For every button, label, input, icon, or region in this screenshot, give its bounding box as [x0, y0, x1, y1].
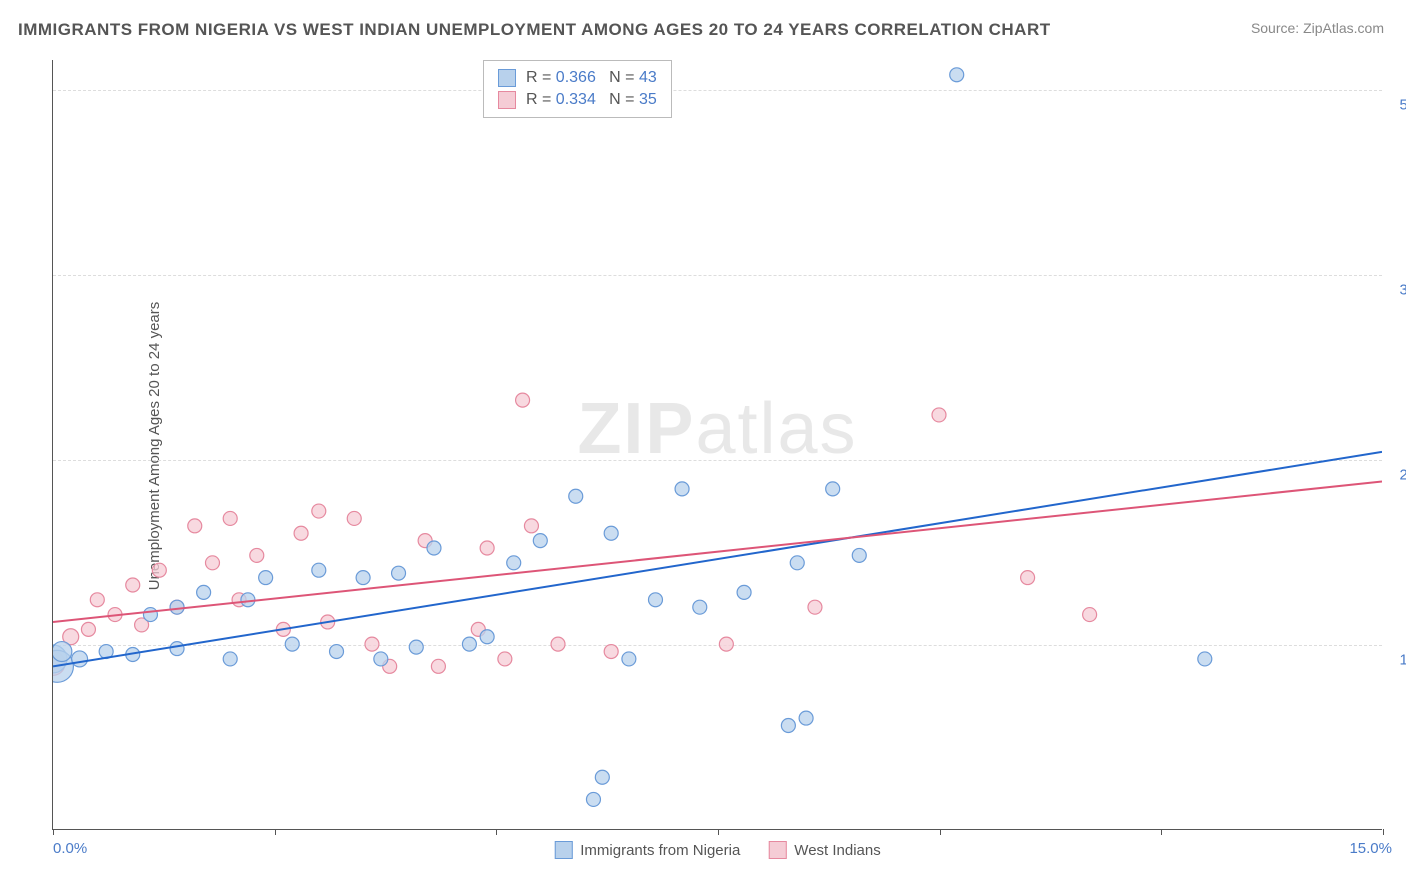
- data-point: [604, 526, 618, 540]
- data-point: [480, 541, 494, 555]
- y-tick-label: 12.5%: [1387, 651, 1406, 668]
- data-point: [1198, 652, 1212, 666]
- data-point: [72, 651, 88, 667]
- data-point: [223, 652, 237, 666]
- data-point: [852, 548, 866, 562]
- data-point: [259, 571, 273, 585]
- data-point: [799, 711, 813, 725]
- data-point: [241, 593, 255, 607]
- data-point: [170, 600, 184, 614]
- data-point: [932, 408, 946, 422]
- data-point: [622, 652, 636, 666]
- x-axis-min-label: 0.0%: [53, 840, 87, 857]
- legend-label: West Indians: [794, 842, 880, 859]
- data-point: [170, 642, 184, 656]
- data-point: [427, 541, 441, 555]
- data-point: [569, 489, 583, 503]
- data-point: [675, 482, 689, 496]
- legend-item-nigeria: Immigrants from Nigeria: [554, 841, 740, 859]
- scatter-plot-svg: [53, 60, 1382, 829]
- data-point: [53, 642, 72, 662]
- data-point: [312, 563, 326, 577]
- y-tick-label: 37.5%: [1387, 281, 1406, 298]
- data-point: [143, 608, 157, 622]
- stats-row-nigeria: R = 0.366 N = 43: [498, 67, 657, 89]
- x-axis-max-label: 15.0%: [1349, 840, 1392, 857]
- data-point: [152, 563, 166, 577]
- data-point: [648, 593, 662, 607]
- data-point: [507, 556, 521, 570]
- data-point: [285, 637, 299, 651]
- swatch-nigeria-icon: [498, 69, 516, 87]
- chart-title: IMMIGRANTS FROM NIGERIA VS WEST INDIAN U…: [18, 20, 1051, 40]
- data-point: [223, 511, 237, 525]
- chart-container: IMMIGRANTS FROM NIGERIA VS WEST INDIAN U…: [0, 0, 1406, 892]
- swatch-westindian-icon: [768, 841, 786, 859]
- data-point: [719, 637, 733, 651]
- data-point: [197, 585, 211, 599]
- data-point: [516, 393, 530, 407]
- data-point: [790, 556, 804, 570]
- data-point: [808, 600, 822, 614]
- data-point: [294, 526, 308, 540]
- series-legend: Immigrants from Nigeria West Indians: [554, 841, 880, 859]
- data-point: [356, 571, 370, 585]
- source-attribution: Source: ZipAtlas.com: [1251, 20, 1384, 36]
- data-point: [737, 585, 751, 599]
- data-point: [524, 519, 538, 533]
- swatch-nigeria-icon: [554, 841, 572, 859]
- data-point: [312, 504, 326, 518]
- data-point: [188, 519, 202, 533]
- data-point: [347, 511, 361, 525]
- stats-row-westindian: R = 0.334 N = 35: [498, 89, 657, 111]
- swatch-westindian-icon: [498, 91, 516, 109]
- data-point: [693, 600, 707, 614]
- data-point: [1021, 571, 1035, 585]
- y-tick-label: 25.0%: [1387, 466, 1406, 483]
- data-point: [365, 637, 379, 651]
- plot-area: ZIPatlas R = 0.366 N = 43 R = 0.334 N = …: [52, 60, 1382, 830]
- data-point: [781, 718, 795, 732]
- data-point: [126, 578, 140, 592]
- data-point: [90, 593, 104, 607]
- y-tick-label: 50.0%: [1387, 96, 1406, 113]
- data-point: [586, 792, 600, 806]
- data-point: [330, 645, 344, 659]
- data-point: [250, 548, 264, 562]
- data-point: [480, 630, 494, 644]
- data-point: [431, 659, 445, 673]
- data-point: [392, 566, 406, 580]
- data-point: [409, 640, 423, 654]
- stats-legend: R = 0.366 N = 43 R = 0.334 N = 35: [483, 60, 672, 118]
- data-point: [595, 770, 609, 784]
- data-point: [498, 652, 512, 666]
- data-point: [1083, 608, 1097, 622]
- data-point: [604, 645, 618, 659]
- data-point: [826, 482, 840, 496]
- data-point: [81, 622, 95, 636]
- data-point: [205, 556, 219, 570]
- data-point: [374, 652, 388, 666]
- legend-item-westindian: West Indians: [768, 841, 880, 859]
- data-point: [533, 534, 547, 548]
- data-point: [950, 68, 964, 82]
- data-point: [551, 637, 565, 651]
- legend-label: Immigrants from Nigeria: [580, 842, 740, 859]
- data-point: [462, 637, 476, 651]
